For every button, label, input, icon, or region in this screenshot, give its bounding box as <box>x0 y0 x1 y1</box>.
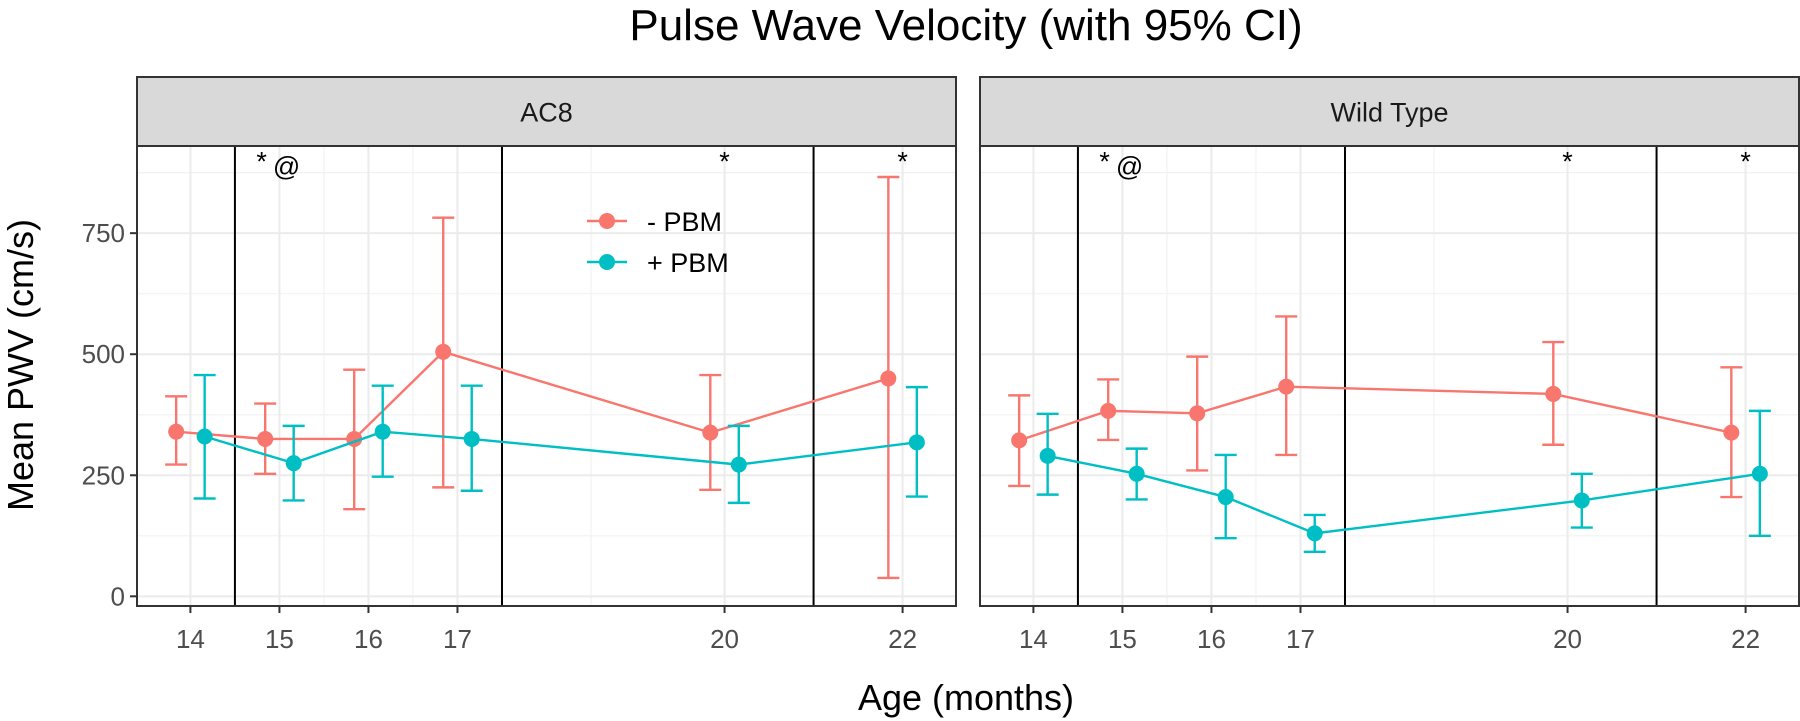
x-tick-label: 15 <box>265 624 294 654</box>
panel-strip <box>979 76 1800 147</box>
legend-key-point <box>599 213 615 229</box>
data-point <box>1278 378 1295 395</box>
significance-star: * <box>897 147 908 177</box>
data-point <box>1723 424 1740 441</box>
series-line <box>1047 454 1761 535</box>
series-line <box>1018 385 1732 442</box>
x-tick-label: 14 <box>1019 624 1048 654</box>
data-point <box>168 423 185 440</box>
significance-star: * <box>1099 147 1110 177</box>
significance-at: @ <box>273 151 300 181</box>
data-point <box>257 430 274 447</box>
series-line <box>176 350 889 441</box>
x-tick-label: 16 <box>354 624 383 654</box>
data-point <box>1573 492 1590 509</box>
data-point <box>880 370 897 387</box>
data-point <box>730 456 747 473</box>
y-tick-label: 500 <box>82 339 125 369</box>
legend-label: + PBM <box>647 248 729 278</box>
legend-item: + PBM <box>587 248 729 278</box>
y-tick-label: 0 <box>111 581 125 611</box>
data-point <box>702 424 719 441</box>
data-point <box>1100 402 1117 419</box>
data-point <box>1189 405 1206 422</box>
x-axis-title: Age (months) <box>858 677 1074 718</box>
data-point <box>1751 465 1768 482</box>
data-point <box>908 434 925 451</box>
x-tick-label: 22 <box>888 624 917 654</box>
panel-strip-label: Wild Type <box>1330 98 1448 128</box>
panel-strip-label: AC8 <box>520 98 573 128</box>
panel-border <box>136 145 957 607</box>
panel-wild-type: Wild Type* @ * *14 15 16 17 20 22 <box>979 76 1800 654</box>
significance-at: @ <box>1116 151 1143 181</box>
x-tick-label: 15 <box>1108 624 1137 654</box>
data-point <box>463 430 480 447</box>
data-point <box>1217 489 1234 506</box>
chart-title: Pulse Wave Velocity (with 95% CI) <box>629 1 1302 50</box>
plot-background <box>980 146 1799 606</box>
data-point <box>1545 385 1562 402</box>
legend-key-point <box>599 254 615 270</box>
data-point <box>435 343 452 360</box>
panel-strip <box>136 76 957 147</box>
x-tick-label: 16 <box>1197 624 1226 654</box>
x-tick-label: 17 <box>1286 624 1315 654</box>
x-tick-label: 14 <box>176 624 205 654</box>
significance-star: * <box>256 147 267 177</box>
legend-item: - PBM <box>587 207 722 237</box>
data-point <box>1128 465 1145 482</box>
legend-label: - PBM <box>647 207 722 237</box>
significance-star: * <box>1562 147 1573 177</box>
x-tick-label: 20 <box>710 624 739 654</box>
legend: - PBM + PBM <box>587 207 729 278</box>
data-point <box>285 455 302 472</box>
y-tick-label: 750 <box>82 218 125 248</box>
data-point <box>1011 432 1028 449</box>
y-tick-label: 250 <box>82 460 125 490</box>
x-tick-label: 17 <box>443 624 472 654</box>
panel-border <box>979 145 1800 607</box>
data-point <box>374 423 391 440</box>
plot-background <box>137 146 956 606</box>
y-axis-title: Mean PWV (cm/s) <box>0 219 41 511</box>
data-point <box>1039 447 1056 464</box>
significance-star: * <box>719 147 730 177</box>
significance-star: * <box>1740 147 1751 177</box>
series-line <box>204 430 917 466</box>
x-tick-label: 22 <box>1731 624 1760 654</box>
x-tick-label: 20 <box>1553 624 1582 654</box>
data-point <box>1306 525 1323 542</box>
data-point <box>196 428 213 445</box>
